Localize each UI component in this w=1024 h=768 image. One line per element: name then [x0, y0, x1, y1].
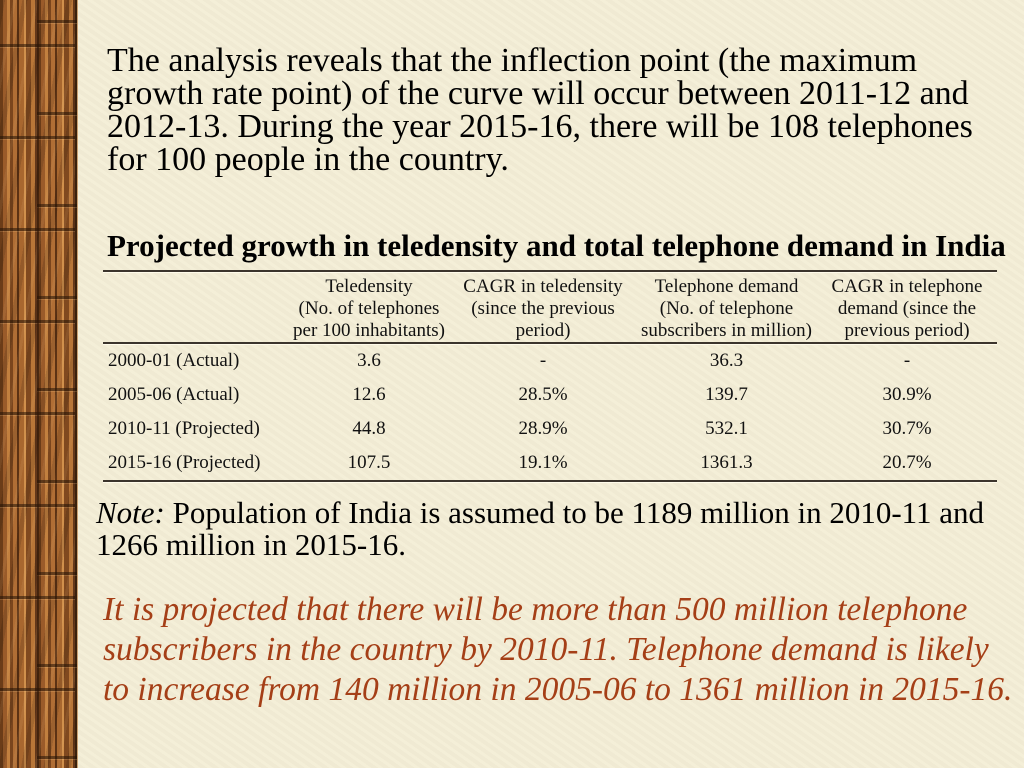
intro-line: growth rate point) of the curve will occ… — [107, 75, 969, 112]
table-row: 2005-06 (Actual) 12.6 28.5% 139.7 30.9% — [103, 378, 997, 412]
header-line: (No. of telephones — [298, 298, 440, 319]
table-header-rule — [103, 342, 997, 344]
intro-line: The analysis reveals that the inflection… — [107, 42, 918, 79]
cell-cagr-teledensity: 28.9% — [518, 418, 568, 439]
note-text: Population of India is assumed to be 118… — [172, 495, 984, 530]
cell-telephone-demand: 36.3 — [709, 350, 744, 371]
cell-telephone-demand: 532.1 — [705, 418, 748, 439]
cell-telephone-demand: 139.7 — [705, 384, 748, 405]
table-top-rule — [103, 270, 997, 272]
row-period: 2005-06 (Actual) — [108, 384, 240, 405]
header-line: CAGR in teledensity — [463, 276, 623, 297]
cell-cagr-teledensity: - — [539, 350, 547, 371]
table-title: Projected growth in teledensity and tota… — [107, 228, 1006, 263]
woodgrain-border — [0, 0, 77, 768]
intro-line: for 100 people in the country. — [107, 141, 509, 178]
header-cell-telephone-demand: Telephone demand (No. of telephone subsc… — [636, 276, 817, 342]
cell-teledensity: 44.8 — [352, 418, 386, 439]
row-period: 2015-16 (Projected) — [108, 452, 261, 473]
cell-cagr-teledensity: 28.5% — [518, 384, 568, 405]
header-line: (No. of telephone — [659, 298, 794, 319]
header-line: previous period) — [844, 320, 970, 341]
teledensity-table: Teledensity (No. of telephones per 100 i… — [103, 270, 997, 482]
cell-cagr-telephone: - — [903, 350, 911, 371]
note-label: Note: — [96, 495, 165, 530]
row-period: 2010-11 (Projected) — [108, 418, 260, 439]
conclusion-line: to increase from 140 million in 2005-06 … — [103, 671, 1013, 708]
header-line: (since the previous — [471, 298, 615, 319]
header-cell-teledensity: Teledensity (No. of telephones per 100 i… — [288, 276, 450, 342]
cell-cagr-telephone: 30.9% — [882, 384, 932, 405]
header-cell-cagr-teledensity: CAGR in teledensity (since the previous … — [450, 276, 636, 342]
woodgrain-border-inner — [37, 0, 77, 768]
intro-paragraph: The analysis reveals that the inflection… — [107, 42, 973, 178]
note-line: 1266 million in 2015-16. — [96, 527, 406, 562]
header-line: CAGR in telephone — [831, 276, 983, 297]
header-cell-empty — [103, 276, 288, 342]
row-period: 2000-01 (Actual) — [108, 350, 240, 371]
population-note: Note: Population of India is assumed to b… — [96, 497, 984, 561]
header-line: Teledensity — [325, 276, 413, 297]
header-cell-cagr-telephone: CAGR in telephone demand (since the prev… — [817, 276, 997, 342]
table-row: 2010-11 (Projected) 44.8 28.9% 532.1 30.… — [103, 412, 997, 446]
cell-teledensity: 12.6 — [352, 384, 386, 405]
intro-line: 2012-13. During the year 2015-16, there … — [107, 108, 973, 145]
cell-cagr-telephone: 30.7% — [882, 418, 932, 439]
table-header-row: Teledensity (No. of telephones per 100 i… — [103, 272, 997, 342]
cell-telephone-demand: 1361.3 — [700, 452, 753, 473]
table-bottom-rule — [103, 480, 997, 482]
table-row: 2015-16 (Projected) 107.5 19.1% 1361.3 2… — [103, 446, 997, 480]
cell-teledensity: 107.5 — [347, 452, 391, 473]
table-row: 2000-01 (Actual) 3.6 - 36.3 - — [103, 344, 997, 378]
header-line: period) — [515, 320, 571, 341]
cell-cagr-teledensity: 19.1% — [518, 452, 568, 473]
header-line: subscribers in million) — [641, 320, 812, 341]
header-line: per 100 inhabitants) — [293, 320, 445, 341]
header-line: Telephone demand — [654, 276, 799, 297]
conclusion-paragraph: It is projected that there will be more … — [103, 590, 1012, 710]
cell-cagr-telephone: 20.7% — [882, 452, 932, 473]
cell-teledensity: 3.6 — [357, 350, 381, 371]
header-line: demand (since the — [837, 298, 977, 319]
note-line: Note: Population of India is assumed to b… — [96, 497, 984, 529]
conclusion-line: subscribers in the country by 2010-11. T… — [103, 631, 989, 668]
conclusion-line: It is projected that there will be more … — [103, 591, 968, 628]
